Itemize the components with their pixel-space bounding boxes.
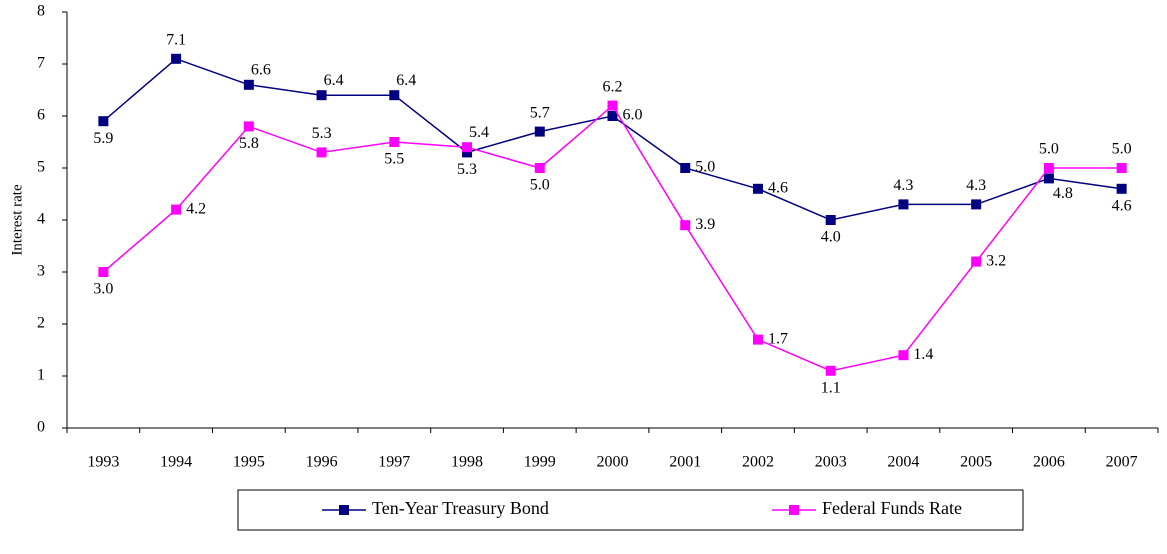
marker — [752, 183, 763, 194]
data-label: 4.8 — [1053, 185, 1073, 202]
y-tick-label: 5 — [37, 159, 45, 176]
data-label: 4.3 — [893, 177, 913, 194]
marker — [316, 90, 327, 101]
marker — [1043, 163, 1054, 173]
marker — [825, 215, 836, 225]
data-label: 5.4 — [469, 124, 489, 141]
data-label: 4.6 — [768, 179, 788, 196]
x-tick-label: 2001 — [669, 454, 701, 471]
data-label: 7.1 — [166, 31, 186, 48]
data-label: 5.0 — [1039, 141, 1059, 158]
data-label: 4.2 — [186, 200, 206, 217]
marker — [389, 137, 400, 147]
data-label: 4.6 — [1112, 197, 1132, 214]
x-tick-label: 2007 — [1106, 454, 1138, 471]
marker — [171, 204, 182, 215]
data-label: 5.8 — [239, 135, 259, 152]
data-label: 1.7 — [768, 330, 788, 347]
marker — [389, 90, 400, 101]
marker — [462, 142, 473, 153]
y-axis-label: Interest rate — [9, 184, 25, 256]
x-tick-label: 1994 — [160, 454, 192, 471]
marker — [98, 267, 109, 277]
y-tick-label: 6 — [37, 107, 45, 124]
data-label: 5.0 — [1112, 141, 1132, 158]
x-tick-label: 1997 — [378, 454, 410, 471]
marker — [98, 116, 109, 127]
data-label: 6.0 — [623, 107, 643, 124]
y-tick-label: 4 — [37, 211, 45, 228]
y-tick-label: 2 — [37, 315, 45, 332]
marker — [898, 350, 909, 361]
data-label: 5.7 — [530, 104, 550, 121]
marker — [971, 199, 982, 210]
marker — [971, 256, 982, 267]
marker — [825, 365, 836, 376]
x-tick-label: 1995 — [233, 454, 265, 471]
marker — [607, 111, 618, 121]
data-label: 5.9 — [93, 130, 113, 147]
x-tick-label: 2003 — [815, 454, 847, 471]
marker — [1043, 173, 1054, 184]
data-label: 5.5 — [384, 151, 404, 168]
data-label: 6.4 — [396, 72, 416, 89]
marker — [680, 163, 691, 173]
data-label: 1.1 — [821, 379, 841, 396]
marker — [243, 79, 254, 90]
marker — [171, 53, 182, 64]
data-label: 5.3 — [457, 161, 477, 178]
marker — [243, 121, 254, 132]
data-label: 1.4 — [913, 346, 933, 363]
x-tick-label: 2006 — [1033, 454, 1065, 471]
data-label: 4.3 — [966, 177, 986, 194]
legend-box — [237, 489, 1024, 531]
marker — [1116, 163, 1127, 173]
y-tick-label: 7 — [37, 55, 45, 72]
y-tick-label: 3 — [37, 263, 45, 280]
y-tick-label: 1 — [37, 367, 45, 384]
x-tick-label: 2004 — [887, 454, 919, 471]
data-label: 4.0 — [821, 229, 841, 246]
y-tick-label: 0 — [37, 419, 45, 436]
marker — [680, 220, 691, 231]
marker — [752, 334, 763, 345]
legend-label: Ten-Year Treasury Bond — [372, 498, 549, 518]
x-tick-label: 2000 — [597, 454, 629, 471]
x-tick-label: 1993 — [87, 454, 119, 471]
data-label: 6.2 — [603, 78, 623, 95]
data-label: 3.0 — [93, 281, 113, 298]
marker — [607, 100, 618, 111]
legend-label: Federal Funds Rate — [822, 498, 962, 518]
x-tick-label: 2002 — [742, 454, 774, 471]
marker — [534, 126, 545, 137]
data-label: 3.9 — [695, 216, 715, 233]
data-label: 5.0 — [695, 159, 715, 176]
legend-marker — [789, 505, 799, 515]
data-label: 3.2 — [986, 252, 1006, 269]
x-tick-label: 1999 — [524, 454, 556, 471]
marker — [462, 147, 473, 158]
data-label: 5.3 — [312, 125, 332, 142]
x-tick-label: 1996 — [306, 454, 338, 471]
data-label: 5.0 — [530, 177, 550, 194]
x-tick-label: 2005 — [960, 454, 992, 471]
marker — [898, 199, 909, 210]
marker — [316, 147, 327, 158]
x-tick-label: 1998 — [451, 454, 483, 471]
data-label: 6.4 — [324, 72, 344, 89]
data-label: 6.6 — [251, 61, 271, 78]
marker — [1116, 183, 1127, 194]
legend-marker — [339, 505, 349, 515]
marker — [534, 163, 545, 173]
y-tick-label: 8 — [37, 3, 45, 20]
